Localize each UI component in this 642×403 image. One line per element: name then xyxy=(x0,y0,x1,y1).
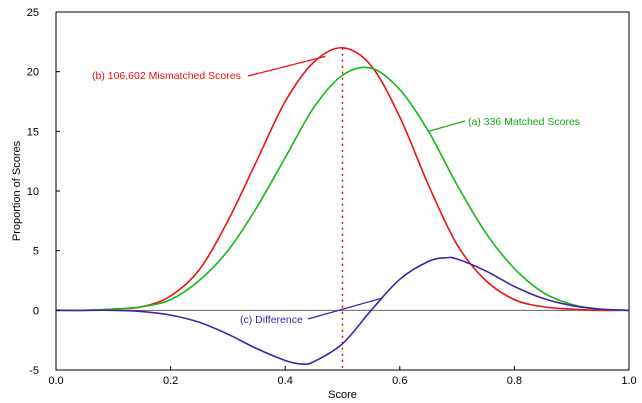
series-line-0 xyxy=(55,46,630,312)
x-tick-label: 0.8 xyxy=(507,375,522,387)
annotation-label-1: (a) 336 Matched Scores xyxy=(468,116,580,128)
x-tick-label: 0.0 xyxy=(48,375,63,387)
annotation-leader-1 xyxy=(428,120,466,132)
y-axis-label: Proportion of Scores xyxy=(11,140,23,241)
y-tick-label: 5 xyxy=(33,246,39,258)
y-tick-label: 10 xyxy=(27,186,39,198)
x-tick-label: 0.4 xyxy=(278,375,293,387)
plot-border xyxy=(55,11,630,371)
y-tick-label: 25 xyxy=(27,7,39,19)
annotation-label-0: (b) 106,602 Mismatched Scores xyxy=(92,70,241,82)
x-axis-label: Score xyxy=(328,389,357,401)
y-tick-label: 20 xyxy=(27,67,39,79)
series-line-2 xyxy=(55,256,630,366)
x-tick-label: 1.0 xyxy=(621,375,636,387)
y-tick-label: 0 xyxy=(33,305,39,317)
x-tick-label: 0.6 xyxy=(392,375,407,387)
series-layer xyxy=(55,46,630,366)
x-tick-label: 0.2 xyxy=(163,375,178,387)
annotations-layer: (b) 106,602 Mismatched Scores (a) 336 Mat… xyxy=(92,55,580,326)
annotation-leader-0 xyxy=(247,55,326,77)
y-tick-label: 15 xyxy=(27,126,39,138)
plot-frame xyxy=(55,11,630,371)
annotation-leader-2 xyxy=(307,297,383,320)
y-tick-label: -5 xyxy=(29,365,39,377)
ticks-layer: 0.0 0.2 0.4 0.6 0.8 1.0 -5 0 5 10 15 20 25 xyxy=(27,7,637,387)
annotation-label-2: (c) Difference xyxy=(240,314,303,326)
series-line-1 xyxy=(55,66,630,312)
